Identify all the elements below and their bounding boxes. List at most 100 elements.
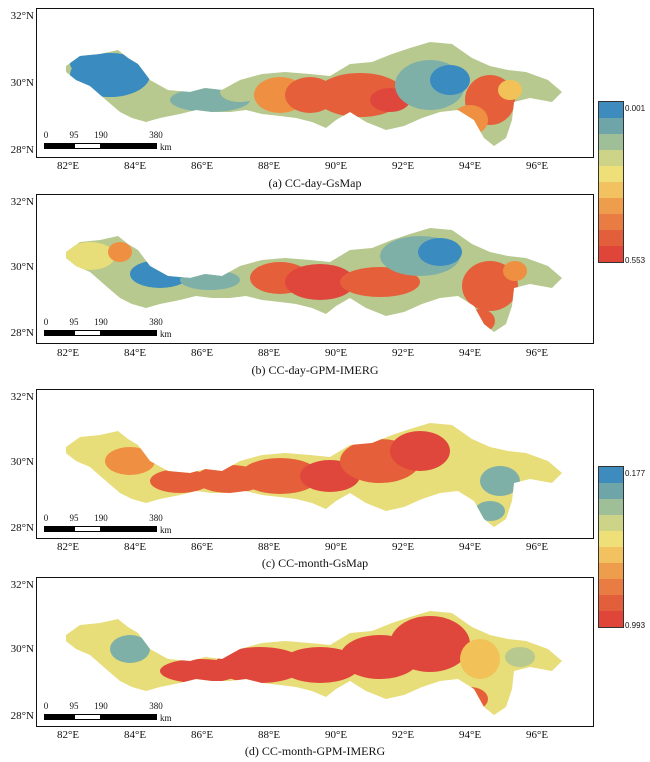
lon-label-88: 88°E: [257, 541, 281, 553]
lat-label-30: 30°N: [10, 261, 34, 273]
scale-seg-1: [44, 526, 74, 532]
value-zone: [105, 447, 155, 475]
lon-label-92: 92°E: [391, 160, 415, 172]
lon-label-90: 90°E: [324, 160, 348, 172]
scale-tick-95: 95: [69, 701, 79, 711]
value-zone: [130, 260, 190, 288]
lon-label-94: 94°E: [458, 160, 482, 172]
lon-label-82: 82°E: [56, 541, 80, 553]
legend-month-bottom-label: 0.993: [625, 621, 646, 630]
value-zone: [215, 647, 305, 683]
scale-tick-95: 95: [69, 513, 79, 523]
legend-swatch: [599, 134, 623, 150]
scale-seg-2: [74, 330, 101, 336]
value-zone: [285, 264, 355, 300]
value-zone: [465, 309, 495, 332]
value-zone: [280, 647, 360, 683]
lon-label-84: 84°E: [123, 541, 147, 553]
legend-swatch: [599, 182, 623, 198]
lon-label-84: 84°E: [123, 160, 147, 172]
value-zone: [452, 687, 488, 711]
legend-swatch: [599, 483, 623, 499]
lon-label-92: 92°E: [391, 347, 415, 359]
lon-label-96: 96°E: [525, 160, 549, 172]
scale-tick-190: 190: [94, 513, 108, 523]
lon-label-94: 94°E: [458, 347, 482, 359]
scale-tick-0: 0: [43, 701, 49, 711]
scale-unit: km: [160, 525, 172, 535]
value-zone: [452, 105, 488, 135]
lon-label-88: 88°E: [257, 160, 281, 172]
lon-label-84: 84°E: [123, 347, 147, 359]
legend-swatch: [599, 246, 623, 262]
legend-swatch: [599, 214, 623, 230]
scale-seg-3: [101, 143, 157, 149]
lon-label-88: 88°E: [257, 347, 281, 359]
scale-seg-2: [74, 714, 101, 720]
lon-label-90: 90°E: [324, 541, 348, 553]
basin-map-b: [66, 228, 562, 332]
lat-label-32: 32°N: [10, 391, 34, 403]
basin-map-d: [66, 611, 562, 715]
lat-label-30: 30°N: [10, 77, 34, 89]
legend-day-bottom-label: 0.553: [625, 256, 646, 265]
scalebar-b: 0 95 190 380 km: [44, 317, 204, 339]
scale-tick-190: 190: [94, 701, 108, 711]
scale-seg-2: [74, 143, 101, 149]
scale-seg-3: [101, 330, 157, 336]
lat-label-28: 28°N: [10, 710, 34, 722]
lon-label-96: 96°E: [525, 541, 549, 553]
legend-swatch: [599, 563, 623, 579]
lon-label-86: 86°E: [190, 347, 214, 359]
legend-swatch: [599, 102, 623, 118]
scale-tick-95: 95: [69, 317, 79, 327]
value-zone: [66, 441, 115, 461]
value-zone: [498, 80, 522, 100]
value-zone: [418, 238, 462, 266]
value-zone: [340, 267, 420, 297]
value-zone: [150, 469, 210, 493]
value-zone: [505, 647, 535, 667]
legend-swatch: [599, 579, 623, 595]
value-zone: [108, 242, 132, 262]
value-zone: [70, 54, 110, 74]
legend-swatch: [599, 198, 623, 214]
legend-swatch: [599, 230, 623, 246]
legend-swatch: [599, 118, 623, 134]
lon-label-82: 82°E: [56, 160, 80, 172]
scale-seg-3: [101, 526, 157, 532]
lon-label-96: 96°E: [525, 347, 549, 359]
value-zone: [460, 639, 500, 679]
legend-swatch: [599, 515, 623, 531]
caption-a: (a) CC-day-GsMap: [268, 176, 362, 190]
value-zone: [110, 635, 150, 663]
lat-label-30: 30°N: [10, 643, 34, 655]
lon-label-86: 86°E: [190, 541, 214, 553]
scale-tick-380: 380: [149, 130, 163, 140]
lon-label-84: 84°E: [123, 729, 147, 741]
scalebar-d: 0 95 190 380 km: [44, 701, 204, 723]
value-zone: [220, 82, 260, 102]
legend-swatch: [599, 166, 623, 182]
lon-label-90: 90°E: [324, 347, 348, 359]
scale-tick-95: 95: [69, 130, 79, 140]
lon-label-88: 88°E: [257, 729, 281, 741]
lon-label-94: 94°E: [458, 541, 482, 553]
scalebar-a: 0 95 190 380 km: [44, 130, 204, 152]
lat-label-30: 30°N: [10, 456, 34, 468]
value-zone: [66, 629, 115, 649]
scale-unit: km: [160, 329, 172, 339]
value-zone: [390, 431, 450, 471]
scale-tick-0: 0: [43, 513, 49, 523]
lat-label-28: 28°N: [10, 144, 34, 156]
value-zone: [503, 261, 527, 281]
scalebar-c: 0 95 190 380 km: [44, 513, 204, 535]
scale-tick-380: 380: [149, 701, 163, 711]
scale-seg-1: [44, 714, 74, 720]
legend-swatch: [599, 499, 623, 515]
legend-swatch: [599, 467, 623, 483]
caption-c: (c) CC-month-GsMap: [261, 556, 369, 570]
scale-tick-0: 0: [43, 130, 49, 140]
value-zone: [390, 616, 470, 672]
